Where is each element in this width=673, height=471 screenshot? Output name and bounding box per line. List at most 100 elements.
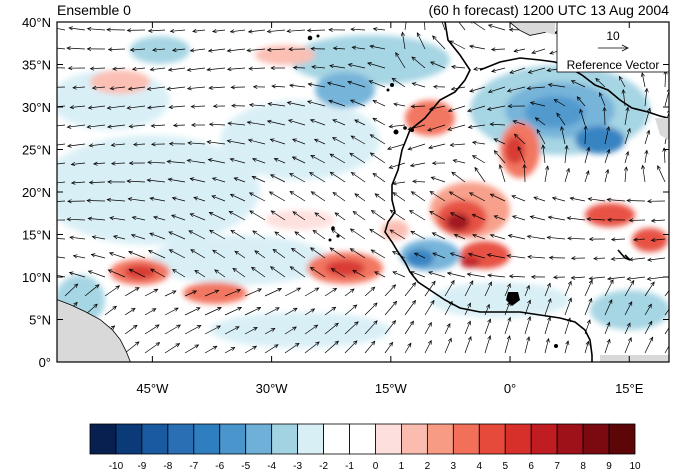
colorbar-label: 3 xyxy=(451,461,457,471)
wind-vector-head xyxy=(129,47,135,52)
wind-vector-head xyxy=(372,172,378,178)
wind-vector xyxy=(527,86,546,89)
wind-vector-head xyxy=(106,124,112,129)
wind-vector-head xyxy=(312,229,318,235)
wind-vector-head xyxy=(287,119,293,124)
wind-vector-head xyxy=(309,119,315,123)
wind-vector xyxy=(207,67,226,71)
wind-vector-head xyxy=(90,253,96,258)
wind-vector-head xyxy=(49,163,53,167)
wind-vector xyxy=(389,229,406,240)
wind-vector xyxy=(70,105,86,108)
wind-vector-head xyxy=(506,254,512,259)
wind-vector-head xyxy=(229,193,235,198)
wind-vector xyxy=(432,232,446,240)
wind-vector-head xyxy=(168,231,174,236)
wind-vector xyxy=(224,307,242,316)
wind-vector-head xyxy=(310,155,316,159)
wind-vector-head xyxy=(579,108,584,114)
wind-vector-head xyxy=(649,336,654,342)
wind-vector-head xyxy=(175,343,181,348)
wind-vector xyxy=(107,124,126,128)
wind-vector xyxy=(272,249,286,259)
wind-vector xyxy=(113,235,126,240)
wind-vector xyxy=(173,124,186,126)
wind-vector xyxy=(164,343,180,354)
wind-vector xyxy=(190,48,206,52)
wind-vector-head xyxy=(247,29,253,34)
wind-vector xyxy=(329,153,346,164)
wind-vector-head xyxy=(329,153,335,158)
wind-vector xyxy=(194,270,206,278)
wind-vector xyxy=(124,308,136,316)
colorbar-label: -3 xyxy=(293,461,302,471)
wind-vector-head xyxy=(290,247,296,252)
wind-vector-head xyxy=(270,327,276,332)
wind-vector-head xyxy=(294,231,300,236)
wind-vector-head xyxy=(196,325,202,329)
wind-vector xyxy=(512,215,526,221)
wind-vector xyxy=(212,177,226,183)
wind-vector xyxy=(467,273,486,278)
wind-vector xyxy=(412,82,426,88)
colorbar-swatch xyxy=(478,423,506,455)
wind-vector-head xyxy=(106,27,111,32)
wind-vector xyxy=(57,256,66,259)
wind-vector-head xyxy=(329,171,335,176)
wind-vector xyxy=(168,178,186,183)
wind-vector-head xyxy=(432,84,438,89)
wind-vector-head xyxy=(309,266,315,271)
wind-vector-head xyxy=(149,232,154,237)
wind-vector-head xyxy=(249,210,254,215)
wind-vector-head xyxy=(246,48,251,53)
wind-vector-head xyxy=(228,211,234,215)
wind-vector xyxy=(504,317,511,335)
wind-vector xyxy=(584,125,587,145)
wind-vector-head xyxy=(449,142,455,148)
wind-vector xyxy=(72,86,86,89)
wind-vector-head xyxy=(314,287,320,292)
wind-vector xyxy=(407,143,426,150)
wind-vector-head xyxy=(602,106,607,112)
wind-vector xyxy=(168,231,186,240)
wind-vector-head xyxy=(598,92,603,97)
wind-vector-head xyxy=(650,238,656,243)
wind-vector xyxy=(128,251,146,259)
wind-vector-head xyxy=(212,104,218,109)
wind-vector-head xyxy=(393,102,398,107)
gray-land-patches xyxy=(57,22,669,362)
colorbar-swatch xyxy=(193,423,221,455)
wind-vector xyxy=(364,286,375,297)
wind-vector xyxy=(499,164,506,183)
wind-vector xyxy=(150,67,166,71)
wind-vector-head xyxy=(469,280,474,285)
wind-vector xyxy=(604,107,606,126)
wind-vector-head xyxy=(647,303,652,309)
wind-vector xyxy=(71,181,86,184)
wind-vector-head xyxy=(493,215,499,220)
wind-vector xyxy=(267,29,286,33)
wind-vector-head xyxy=(214,289,220,294)
wind-vector-head xyxy=(72,254,78,259)
wind-vector xyxy=(535,117,546,126)
wind-vector xyxy=(188,230,206,240)
wind-vector xyxy=(150,197,166,202)
wind-vector xyxy=(464,280,474,297)
wind-vector xyxy=(267,120,286,126)
wind-vector xyxy=(57,143,66,146)
wind-vector-head xyxy=(288,47,293,52)
wind-vector-head xyxy=(546,235,552,240)
wind-vector xyxy=(390,209,406,221)
wind-vector-head xyxy=(172,269,177,273)
wind-vector-head xyxy=(392,192,398,197)
wind-vector xyxy=(428,143,446,149)
wind-vector xyxy=(132,67,146,70)
wind-vector xyxy=(208,48,226,52)
wind-vector xyxy=(310,267,326,278)
wind-vector xyxy=(168,67,186,71)
wind-vector xyxy=(484,304,490,316)
wind-vector-head xyxy=(489,233,495,238)
wind-vector-head xyxy=(640,72,645,77)
wind-vector-head xyxy=(146,86,152,91)
wind-vector-head xyxy=(506,88,512,93)
